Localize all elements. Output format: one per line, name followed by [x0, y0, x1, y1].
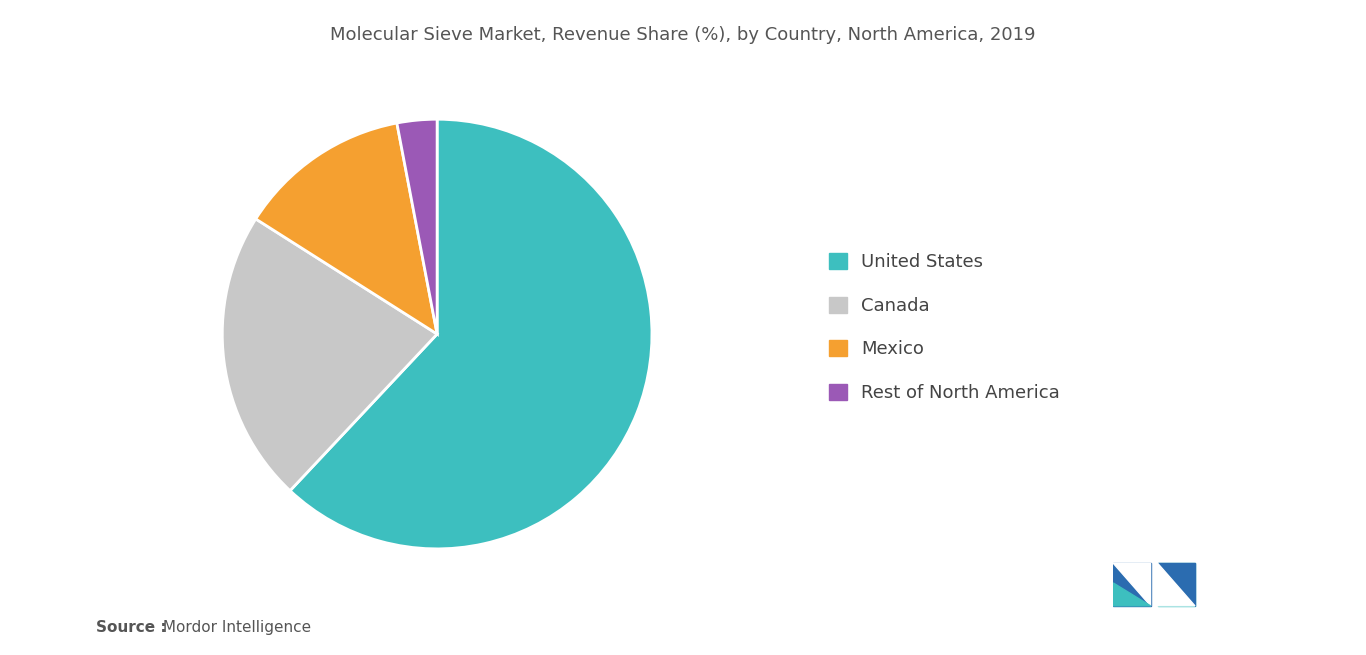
- Text: Mordor Intelligence: Mordor Intelligence: [158, 620, 311, 635]
- Text: Molecular Sieve Market, Revenue Share (%), by Country, North America, 2019: Molecular Sieve Market, Revenue Share (%…: [331, 26, 1035, 44]
- Wedge shape: [290, 119, 652, 549]
- Wedge shape: [223, 219, 437, 491]
- Polygon shape: [1113, 583, 1150, 606]
- Legend: United States, Canada, Mexico, Rest of North America: United States, Canada, Mexico, Rest of N…: [829, 253, 1060, 402]
- Text: Source :: Source :: [96, 620, 167, 635]
- Wedge shape: [255, 123, 437, 334]
- Polygon shape: [1158, 563, 1195, 606]
- Wedge shape: [398, 119, 437, 334]
- Polygon shape: [1113, 563, 1150, 606]
- Polygon shape: [1113, 563, 1150, 606]
- Polygon shape: [1158, 563, 1195, 606]
- Polygon shape: [1158, 563, 1195, 606]
